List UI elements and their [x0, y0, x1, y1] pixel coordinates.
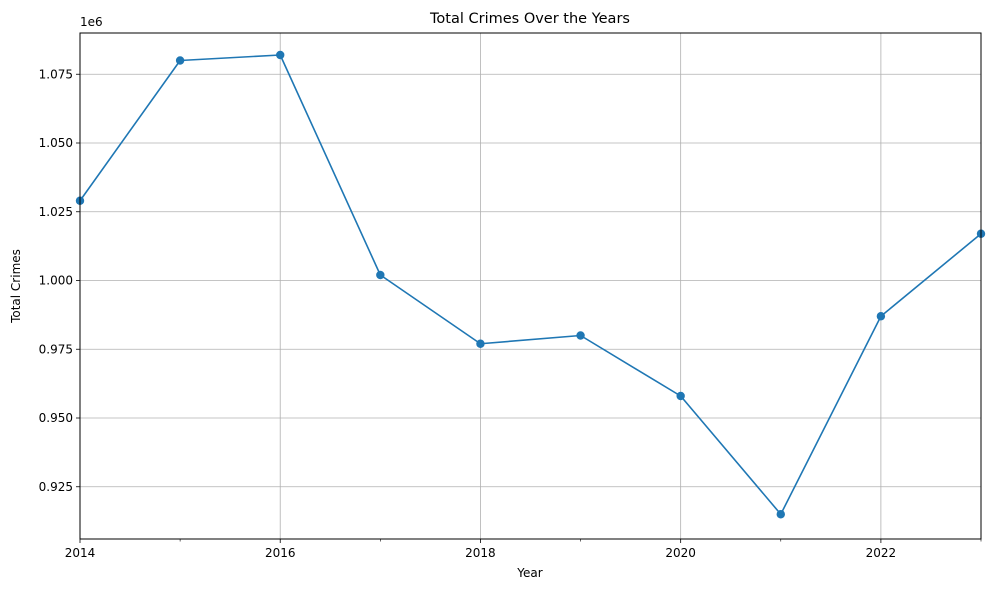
y-axis: 0.925 0.950 0.975 1.000 1.025 1.050 1.075: [39, 67, 80, 494]
y-tick-label: 0.925: [39, 480, 73, 494]
data-point: [576, 331, 585, 340]
y-tick-label: 0.950: [39, 411, 73, 425]
x-tick-label: 2016: [265, 546, 296, 560]
y-tick-label: 1.075: [39, 67, 73, 81]
plot-frame: [79, 32, 982, 540]
chart-title: Total Crimes Over the Years: [429, 11, 630, 27]
series-line-layer: [79, 54, 982, 516]
y-tick-label: 1.025: [39, 205, 73, 219]
data-point: [876, 312, 886, 321]
x-tick-label: 2022: [866, 546, 897, 560]
series-line: [79, 54, 982, 516]
y-tick-label: 1.000: [39, 274, 73, 288]
data-point: [476, 339, 485, 348]
x-axis-title: Year: [516, 566, 542, 580]
data-point: [676, 391, 685, 401]
data-point: [276, 50, 285, 60]
x-tick-label: 2020: [665, 546, 696, 560]
data-point: [776, 510, 785, 519]
marker-layer: [75, 50, 986, 519]
x-tick-label: 2014: [65, 546, 96, 560]
x-axis: 2014 2016 2018 2020 2022: [65, 539, 982, 560]
y-offset-label: 1e6: [80, 15, 103, 29]
data-point: [175, 56, 185, 65]
grid: [79, 33, 981, 539]
y-axis-title: Total Crimes: [9, 249, 23, 324]
data-point: [376, 270, 385, 280]
y-tick-label: 1.050: [39, 136, 73, 150]
x-tick-label: 2018: [465, 546, 496, 560]
y-tick-label: 0.975: [39, 342, 73, 356]
